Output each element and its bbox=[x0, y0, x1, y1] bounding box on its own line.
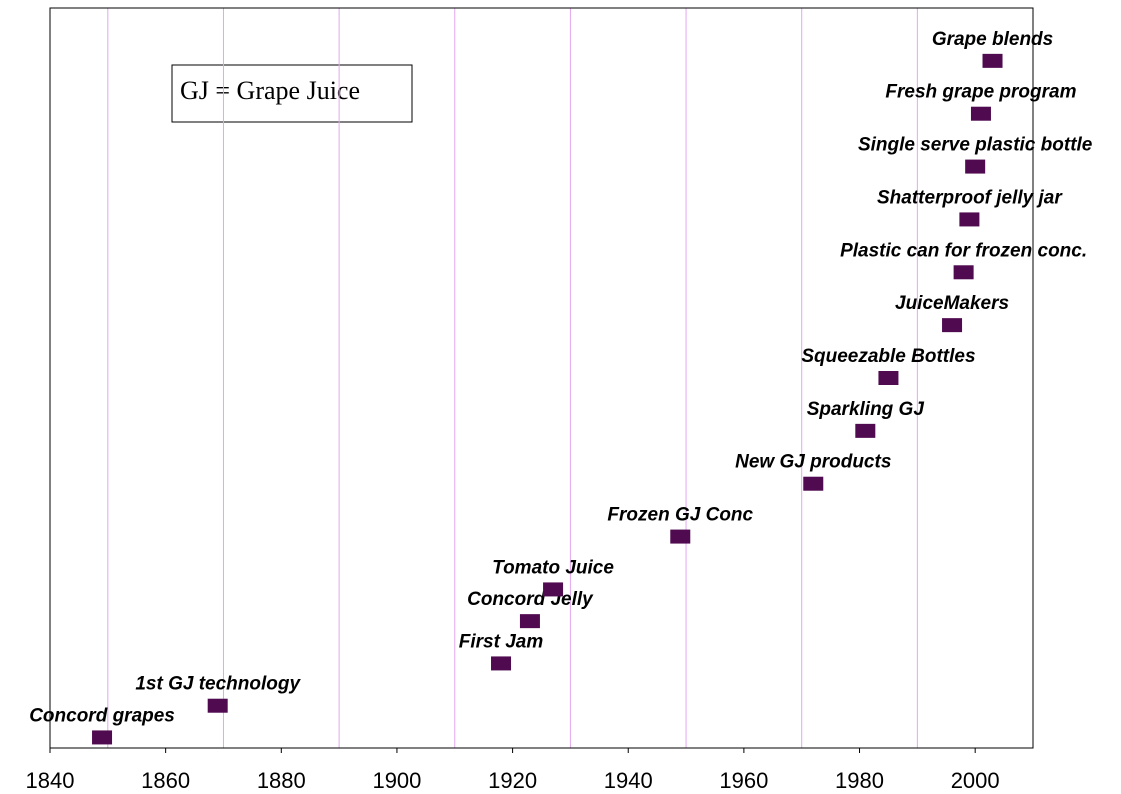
point-label: Plastic can for frozen conc. bbox=[840, 240, 1087, 261]
marker bbox=[519, 614, 540, 629]
marker bbox=[982, 53, 1003, 68]
marker bbox=[942, 318, 963, 333]
point-label: Sparkling GJ bbox=[807, 399, 925, 420]
marker bbox=[959, 212, 980, 227]
point-label: Shatterproof jelly jar bbox=[877, 187, 1063, 208]
marker bbox=[878, 371, 899, 385]
x-tick-label: 1920 bbox=[488, 768, 537, 793]
annotation-box bbox=[171, 64, 413, 123]
x-tick-label: 2000 bbox=[951, 768, 1000, 793]
plot-frame bbox=[49, 7, 1034, 749]
x-tick-label: 1900 bbox=[372, 768, 421, 793]
point-label: Single serve plastic bottle bbox=[858, 135, 1093, 156]
marker bbox=[92, 730, 113, 745]
x-tick-label: 1960 bbox=[719, 768, 768, 793]
point-label: Squeezable Bottles bbox=[801, 346, 975, 367]
point-label: Frozen GJ Conc bbox=[607, 505, 753, 526]
x-tick-label: 1860 bbox=[141, 768, 190, 793]
point-label: Tomato Juice bbox=[492, 557, 614, 578]
x-tick-label: 1940 bbox=[604, 768, 653, 793]
marker bbox=[491, 656, 512, 671]
point-label: New GJ products bbox=[735, 452, 891, 473]
point-label: Fresh grape program bbox=[885, 82, 1076, 103]
marker bbox=[670, 529, 691, 544]
marker bbox=[965, 159, 986, 174]
annotation: GJ = Grape Juice bbox=[180, 76, 360, 105]
marker bbox=[970, 106, 991, 121]
point-label: Concord Jelly bbox=[467, 589, 594, 610]
marker bbox=[855, 423, 876, 438]
marker bbox=[953, 265, 974, 280]
point-label: Grape blends bbox=[932, 29, 1053, 50]
point-label: JuiceMakers bbox=[895, 293, 1009, 314]
marker bbox=[207, 698, 228, 713]
x-tick-label: 1880 bbox=[257, 768, 306, 793]
marker bbox=[543, 582, 564, 597]
marker bbox=[803, 476, 824, 491]
point-label: Concord grapes bbox=[29, 705, 175, 726]
point-label: First Jam bbox=[459, 631, 544, 652]
x-tick-label: 1840 bbox=[26, 768, 75, 793]
point-label: 1st GJ technology bbox=[135, 674, 301, 695]
x-tick-label: 1980 bbox=[835, 768, 884, 793]
